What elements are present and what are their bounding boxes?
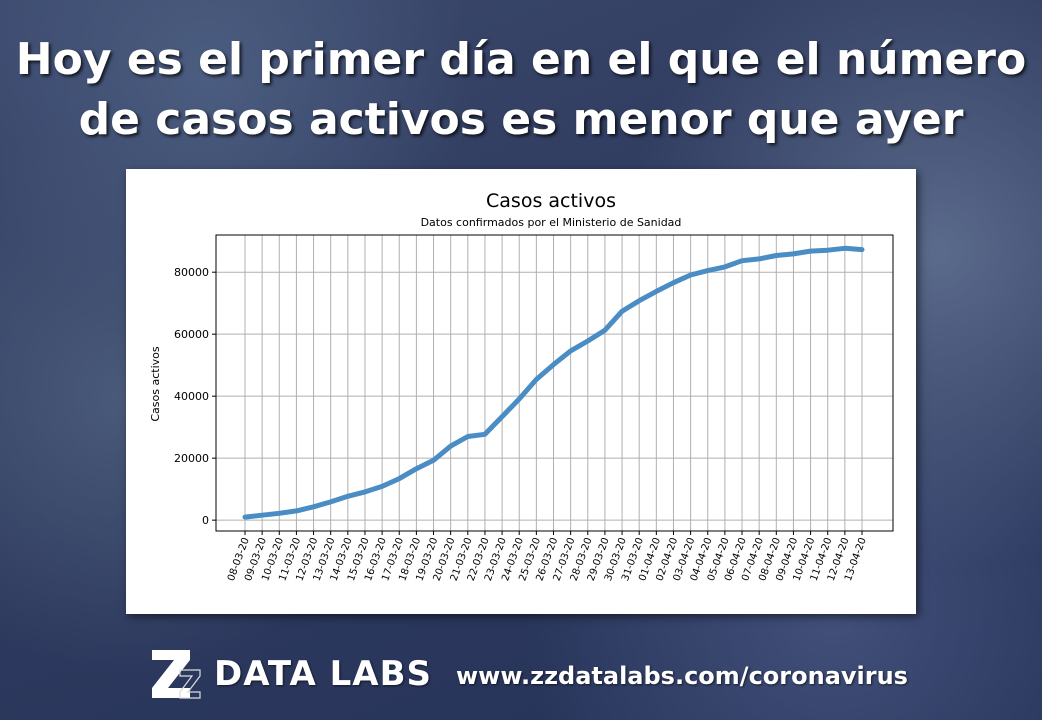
chart-x-ticks: 08-03-2009-03-2010-03-2011-03-2012-03-20…: [226, 531, 869, 583]
chart-title: Casos activos: [486, 190, 616, 212]
chart-y-ticks: 0 20000 40000 60000 80000: [174, 266, 216, 527]
active-cases-chart: Casos activos Datos confirmados por el M…: [149, 190, 894, 583]
y-tick-label: 20000: [174, 452, 209, 465]
chart-y-axis-label: Casos activos: [149, 346, 162, 422]
chart-subtitle: Datos confirmados por el Ministerio de S…: [421, 216, 682, 229]
footer: DATA LABS www.zzdatalabs.com/coronavirus: [0, 640, 1042, 710]
chart-grid: [216, 235, 893, 531]
headline-line-1: Hoy es el primer día en el que el número: [15, 34, 1027, 85]
headline-line-2: de casos activos es menor que ayer: [78, 94, 964, 145]
y-tick-label: 40000: [174, 390, 209, 403]
y-tick-label: 0: [202, 514, 209, 527]
zz-logo-icon: [152, 650, 201, 699]
website-url[interactable]: www.zzdatalabs.com/coronavirus: [456, 662, 908, 690]
y-tick-label: 60000: [174, 328, 209, 341]
headline: Hoy es el primer día en el que el número…: [0, 30, 1042, 150]
series-line: [242, 245, 865, 520]
chart-panel: Casos activos Datos confirmados por el M…: [126, 169, 916, 614]
y-tick-label: 80000: [174, 266, 209, 279]
brand-name: DATA LABS: [214, 654, 432, 694]
plot-frame: [215, 234, 894, 532]
